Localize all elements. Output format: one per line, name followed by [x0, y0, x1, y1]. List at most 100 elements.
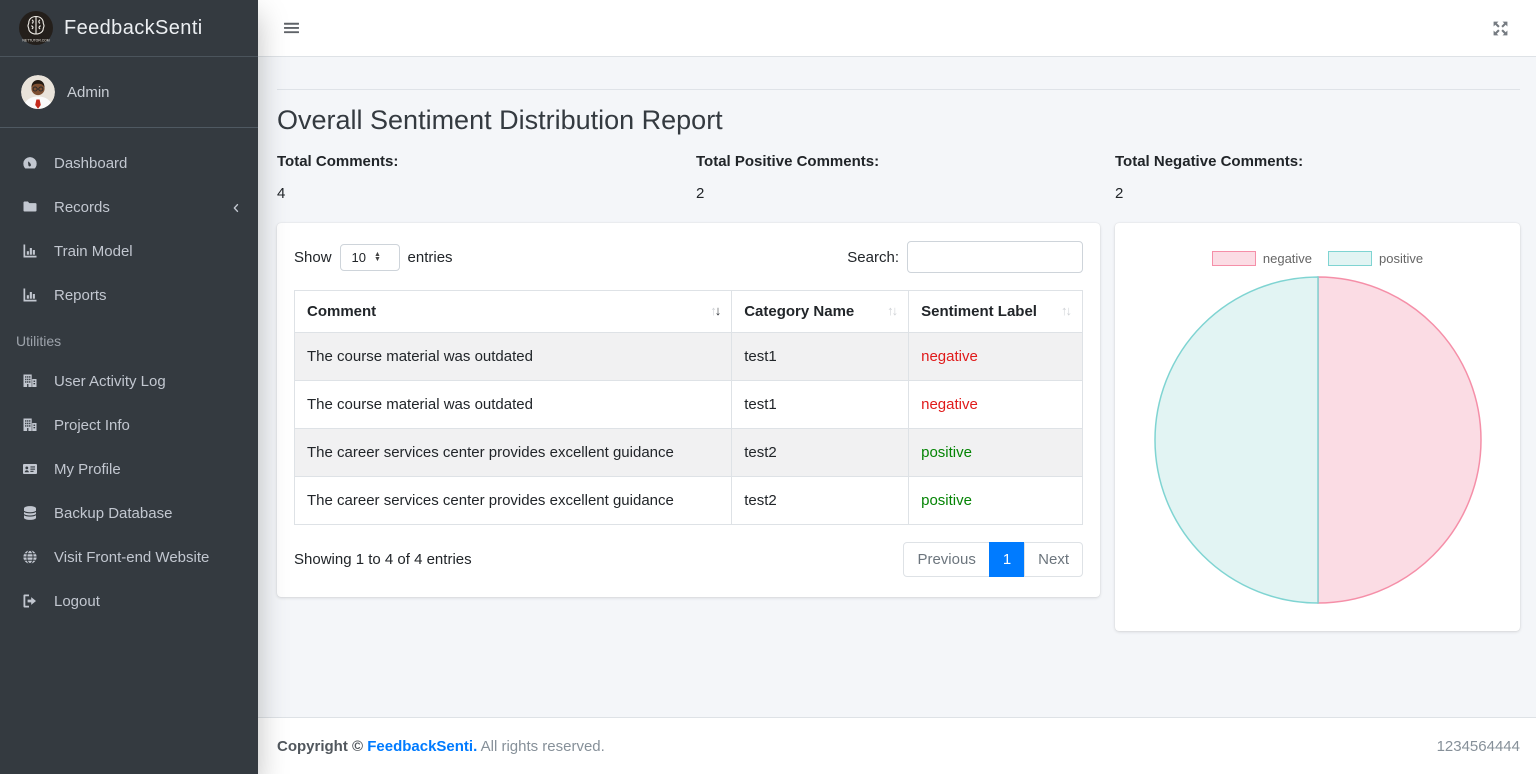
fullscreen-icon[interactable] — [1492, 20, 1509, 37]
footer-brand-link[interactable]: FeedbackSenti. — [367, 738, 477, 755]
brand-link[interactable]: NETTUTOR.COM FeedbackSenti — [0, 0, 258, 57]
chart-bar-icon — [22, 287, 40, 303]
footer-copyright: Copyright © FeedbackSenti. All rights re… — [277, 738, 605, 755]
sort-icon: ↑↓ — [887, 303, 896, 318]
tachometer-icon — [22, 155, 40, 171]
stat-label: Total Negative Comments: — [1115, 153, 1520, 170]
sidebar-item-project-info[interactable]: Project Info — [0, 403, 258, 447]
column-header-category-name[interactable]: Category Name↑↓ — [732, 291, 909, 333]
sentiment-cell: negative — [909, 381, 1083, 429]
sentiment-cell: positive — [909, 477, 1083, 525]
user-panel[interactable]: Admin — [0, 57, 258, 128]
copyright-label: Copyright © — [277, 738, 363, 755]
stat-label: Total Positive Comments: — [696, 153, 1115, 170]
category-cell: test2 — [732, 477, 909, 525]
datatable-card: Show 10 ▲▼ entries Search: — [277, 223, 1100, 597]
page-1-button[interactable]: 1 — [989, 542, 1025, 577]
sidebar-item-label: Backup Database — [54, 505, 172, 522]
chart-bar-icon — [22, 243, 40, 259]
comment-cell: The course material was outdated — [295, 333, 732, 381]
rights-text: All rights reserved. — [481, 738, 605, 755]
pie-chart — [1153, 275, 1483, 609]
next-page-button[interactable]: Next — [1024, 542, 1083, 577]
table-row: The career services center provides exce… — [295, 429, 1083, 477]
page-title: Overall Sentiment Distribution Report — [277, 105, 1520, 136]
content-header — [277, 57, 1520, 90]
sidebar-item-label: My Profile — [54, 461, 121, 478]
datatable-controls: Show 10 ▲▼ entries Search: — [294, 241, 1083, 273]
sentiment-cell: positive — [909, 429, 1083, 477]
app-root: NETTUTOR.COM FeedbackSenti — [0, 0, 1536, 774]
legend-item-positive[interactable]: positive — [1328, 251, 1423, 266]
datatable-footer: Showing 1 to 4 of 4 entries Previous 1 N… — [294, 542, 1083, 577]
table-row: The course material was outdated test1 n… — [295, 333, 1083, 381]
sidebar-item-reports[interactable]: Reports — [0, 273, 258, 317]
column-header-sentiment-label[interactable]: Sentiment Label↑↓ — [909, 291, 1083, 333]
search-input[interactable] — [907, 241, 1083, 273]
sidebar-item-label: Visit Front-end Website — [54, 549, 209, 566]
database-icon — [22, 505, 40, 521]
table-header-row: Comment↑↓ Category Name↑↓ Sentiment Labe… — [295, 291, 1083, 333]
category-cell: test1 — [732, 381, 909, 429]
column-header-comment[interactable]: Comment↑↓ — [295, 291, 732, 333]
user-name: Admin — [67, 84, 110, 101]
legend-label: negative — [1263, 251, 1312, 266]
comments-table: Comment↑↓ Category Name↑↓ Sentiment Labe… — [294, 290, 1083, 525]
sidebar-item-label: Dashboard — [54, 155, 127, 172]
comment-cell: The course material was outdated — [295, 381, 732, 429]
logout-icon — [22, 593, 40, 609]
sidebar-item-visit-frontend-website[interactable]: Visit Front-end Website — [0, 535, 258, 579]
stat-value: 4 — [277, 185, 696, 202]
brand-title: FeedbackSenti — [64, 17, 203, 40]
sidebar-item-label: Reports — [54, 287, 107, 304]
table-row: The career services center provides exce… — [295, 477, 1083, 525]
category-cell: test1 — [732, 333, 909, 381]
topbar — [258, 0, 1536, 57]
page-length-value: 10 — [352, 250, 366, 265]
building-icon — [22, 417, 40, 433]
legend-swatch-negative — [1212, 251, 1256, 266]
sidebar-nav: Dashboard Records Train Model — [0, 141, 258, 623]
sidebar-item-logout[interactable]: Logout — [0, 579, 258, 623]
sidebar-item-my-profile[interactable]: My Profile — [0, 447, 258, 491]
pagination: Previous 1 Next — [903, 542, 1083, 577]
sidebar-item-label: Records — [54, 199, 110, 216]
sidebar-item-train-model[interactable]: Train Model — [0, 229, 258, 273]
page-length-select[interactable]: 10 ▲▼ — [340, 244, 400, 271]
stat-total-comments: Total Comments: 4 — [277, 153, 696, 202]
category-cell: test2 — [732, 429, 909, 477]
sort-icon: ↑↓ — [710, 303, 719, 318]
sentiment-cell: negative — [909, 333, 1083, 381]
svg-text:NETTUTOR.COM: NETTUTOR.COM — [22, 39, 49, 43]
sidebar-item-user-activity-log[interactable]: User Activity Log — [0, 359, 258, 403]
sidebar-item-dashboard[interactable]: Dashboard — [0, 141, 258, 185]
cards-row: Show 10 ▲▼ entries Search: — [277, 223, 1520, 631]
sidebar: NETTUTOR.COM FeedbackSenti — [0, 0, 258, 774]
sidebar-item-label: Train Model — [54, 243, 133, 260]
content: Overall Sentiment Distribution Report To… — [258, 57, 1536, 717]
stats-row: Total Comments: 4 Total Positive Comment… — [277, 153, 1520, 202]
sidebar-section-utilities: Utilities — [0, 317, 258, 359]
sidebar-item-label: User Activity Log — [54, 373, 166, 390]
chevron-left-icon — [230, 201, 242, 213]
show-label: Show — [294, 249, 332, 266]
stat-total-positive: Total Positive Comments: 2 — [696, 153, 1115, 202]
comment-cell: The career services center provides exce… — [295, 429, 732, 477]
page-length-control: Show 10 ▲▼ entries — [294, 244, 453, 271]
stat-total-negative: Total Negative Comments: 2 — [1115, 153, 1520, 202]
sidebar-toggle-icon[interactable] — [283, 20, 300, 36]
legend-item-negative[interactable]: negative — [1212, 251, 1312, 266]
sidebar-item-label: Project Info — [54, 417, 130, 434]
brand-logo-icon: NETTUTOR.COM — [18, 10, 54, 46]
comment-cell: The career services center provides exce… — [295, 477, 732, 525]
sidebar-item-backup-database[interactable]: Backup Database — [0, 491, 258, 535]
chart-legend: negative positive — [1212, 251, 1423, 266]
footer: Copyright © FeedbackSenti. All rights re… — [258, 717, 1536, 774]
sidebar-item-label: Logout — [54, 593, 100, 610]
stat-label: Total Comments: — [277, 153, 696, 170]
sidebar-item-records[interactable]: Records — [0, 185, 258, 229]
stat-value: 2 — [696, 185, 1115, 202]
previous-page-button[interactable]: Previous — [903, 542, 989, 577]
id-card-icon — [22, 461, 40, 477]
search-label: Search: — [847, 249, 899, 266]
